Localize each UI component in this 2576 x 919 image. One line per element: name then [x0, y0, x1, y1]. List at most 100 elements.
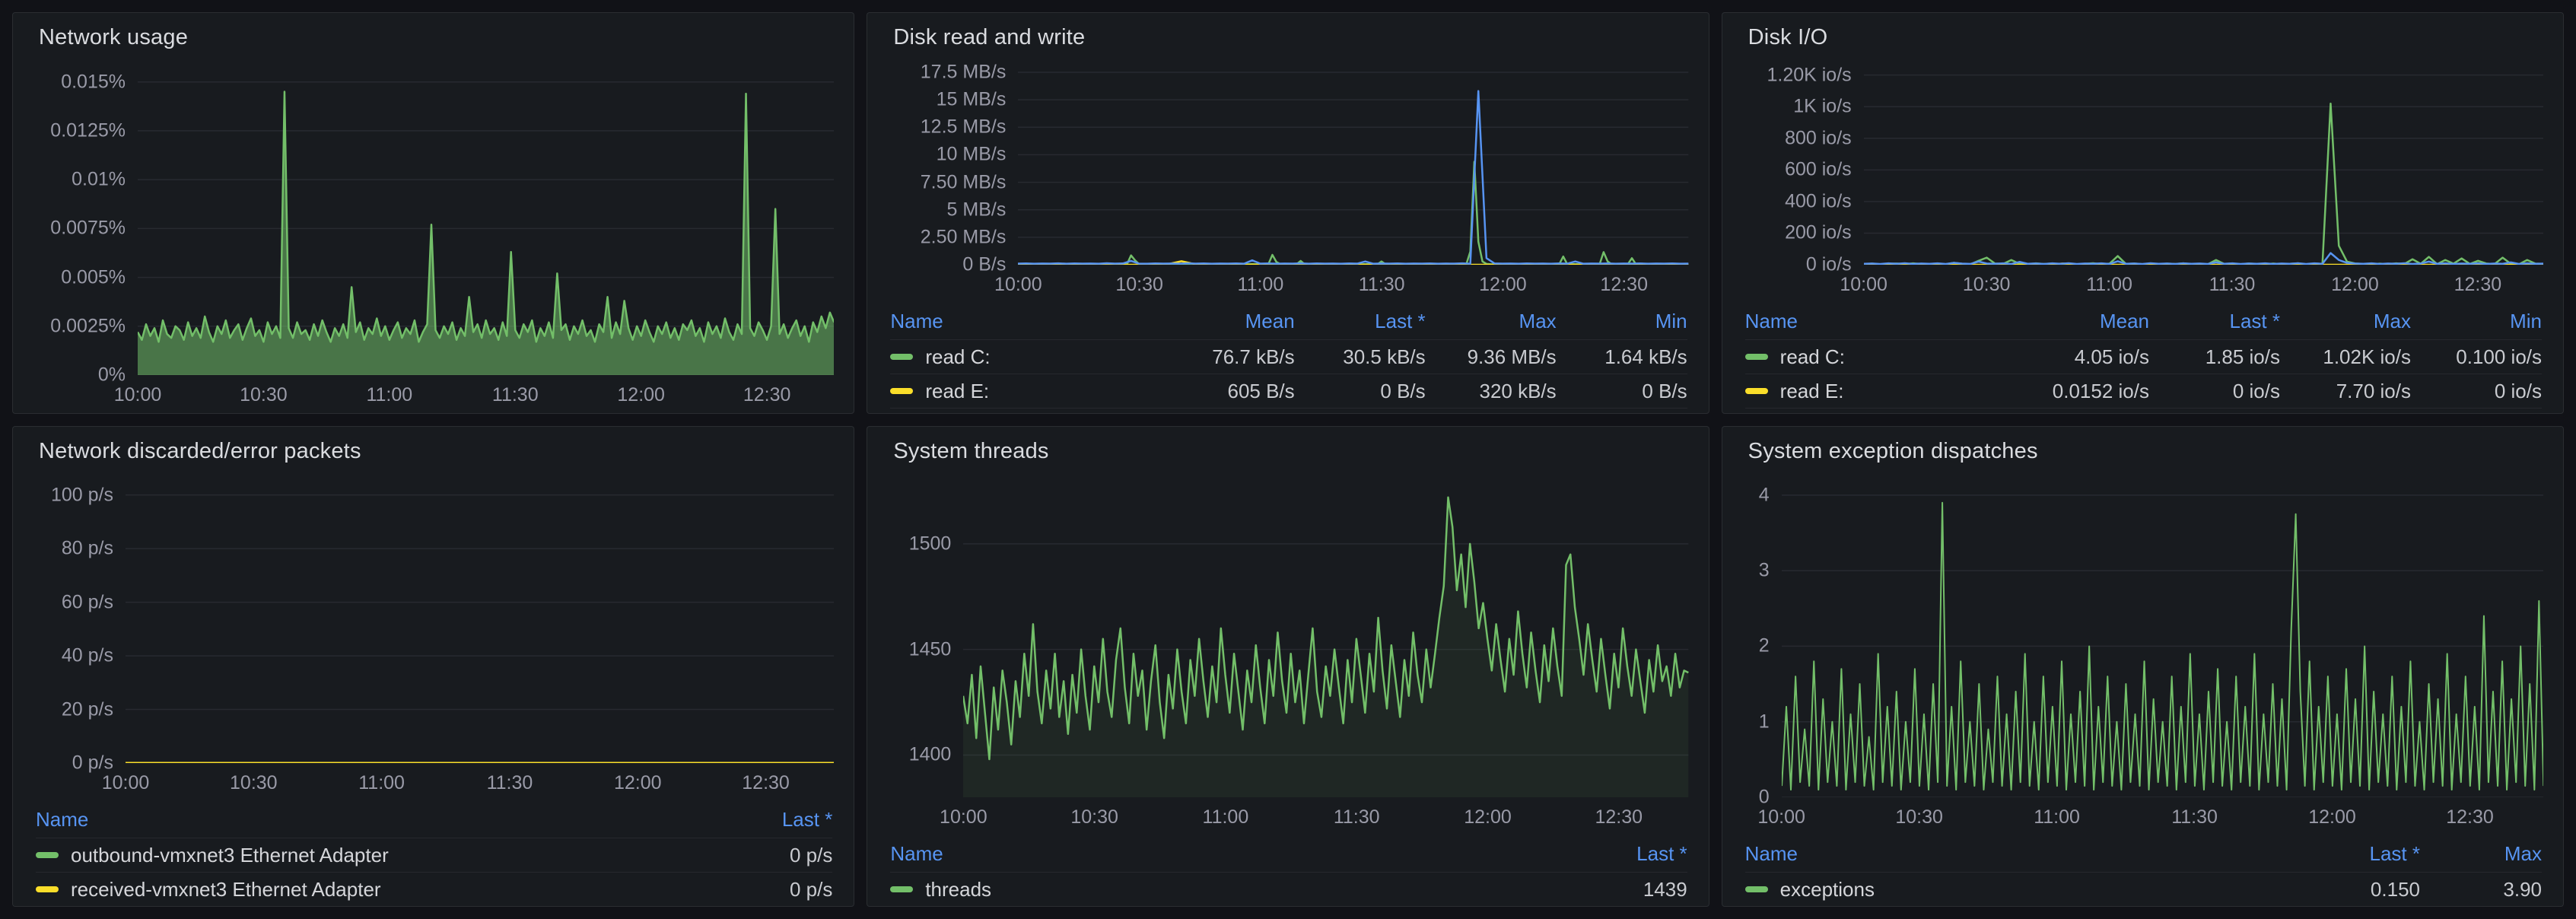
legend-header-row: Name Mean Last * Max Min [890, 303, 1687, 339]
legend-value: 3.90 [2503, 877, 2542, 901]
series-color-swatch[interactable] [36, 886, 59, 892]
legend-value: 1.02K io/s [2323, 345, 2411, 368]
panel-title-disk-read-and-write[interactable]: Disk read and write [893, 25, 1086, 49]
series-color-swatch[interactable] [1744, 886, 1768, 892]
series-color-swatch[interactable] [890, 886, 914, 892]
legend-header-max[interactable]: Max [2504, 841, 2542, 865]
legend-header-min[interactable]: Min [2510, 309, 2542, 332]
x-axis-label: 11:30 [1358, 274, 1405, 295]
plot-area[interactable] [126, 476, 834, 763]
y-axis-label: 100 p/s [50, 484, 113, 506]
panel-network-discarded-error-packets: Network discarded/error packets 0 p/s 20 … [12, 426, 855, 907]
panel-header: System threads [867, 427, 1708, 469]
legend-header-last[interactable]: Last * [2229, 309, 2281, 332]
x-axis-label: 11:00 [1237, 274, 1284, 295]
legend-header-max[interactable]: Max [2373, 309, 2411, 332]
series-color-swatch[interactable] [1744, 354, 1768, 360]
x-axis: 10:00 10:30 11:00 11:30 12:00 12:30 [102, 763, 834, 798]
legend-value: 0.0152 io/s [2052, 379, 2149, 402]
y-axis-label: 0.005% [61, 266, 126, 288]
panel-disk-read-and-write: Disk read and write 0 B/s 2.50 MB/s 5 MB/s… [867, 12, 1709, 414]
y-axis-label: 0% [97, 364, 126, 386]
legend-series-name[interactable]: received-vmxnet3 Ethernet Adapter [71, 877, 381, 901]
legend-header-name[interactable]: Name [890, 841, 943, 865]
plot-area[interactable] [1018, 62, 1688, 265]
exception-dispatches-chart[interactable]: 0 1 2 3 4 10:00 10:30 11:00 11:30 12:00 12:30 [1722, 469, 2563, 835]
legend-series-name[interactable]: read C: [1779, 345, 1845, 368]
panel-header: Disk read and write [867, 13, 1708, 55]
series-line [1018, 91, 1688, 264]
legend-series-name[interactable]: write C: [1780, 414, 1847, 415]
plot-area[interactable] [1782, 476, 2543, 797]
legend-header-mean[interactable]: Mean [2099, 309, 2149, 332]
y-axis-label: 0 p/s [72, 752, 113, 774]
panel-disk-io: Disk I/O 0 io/s 200 io/s 400 io/s 600 io/s 8… [1721, 12, 2564, 415]
panel-title-network-discarded[interactable]: Network discarded/error packets [39, 439, 361, 463]
legend-series-name[interactable]: threads [925, 877, 992, 901]
panel-title-system-threads[interactable]: System threads [893, 439, 1049, 463]
disk-io-chart[interactable]: 0 io/s 200 io/s 400 io/s 600 io/s 800 io/s 1K… [1722, 55, 2563, 303]
y-axis-label: 60 p/s [61, 591, 113, 613]
legend-value: 320 kB/s [1479, 379, 1557, 402]
series-color-swatch[interactable] [36, 852, 59, 858]
y-axis-label: 1 [1758, 711, 1770, 733]
legend-header-name[interactable]: Name [1744, 841, 1798, 865]
series-color-swatch[interactable] [890, 388, 914, 394]
legend-value: 15.8 MB/s [1426, 414, 1557, 415]
x-axis-label: 11:30 [2209, 274, 2256, 295]
panel-title-exception-dispatches[interactable]: System exception dispatches [1748, 439, 2038, 463]
panel-title-network-usage[interactable]: Network usage [39, 25, 189, 49]
legend-series-name[interactable]: read C: [925, 345, 991, 368]
series-line [1018, 162, 1688, 265]
legend-header-last[interactable]: Last * [1636, 841, 1687, 865]
panel-title-disk-io[interactable]: Disk I/O [1748, 25, 1828, 49]
legend-series-name[interactable]: outbound-vmxnet3 Ethernet Adapter [71, 843, 389, 867]
legend-header-name[interactable]: Name [1744, 309, 1798, 332]
legend-header-last[interactable]: Last * [1375, 309, 1426, 332]
legend-header-name[interactable]: Name [890, 309, 943, 332]
y-axis-label: 0.0075% [50, 217, 126, 239]
legend-value: 0.150 [2370, 877, 2420, 901]
x-axis-label: 12:00 [613, 772, 662, 793]
legend-header-last[interactable]: Last * [781, 807, 833, 831]
legend-value: 2.70 io/s [2411, 414, 2542, 415]
legend-header-mean[interactable]: Mean [1245, 309, 1295, 332]
legend-series-name[interactable]: read E: [1779, 379, 1844, 402]
x-axis: 10:00 10:30 11:00 11:30 12:00 12:30 [1757, 797, 2543, 832]
legend-row: write C:105 kB/s105 kB/s15.8 MB/s23.9 kB… [890, 408, 1687, 415]
plot-area[interactable] [963, 476, 1689, 797]
x-axis-label: 10:30 [1962, 274, 2011, 295]
network-usage-chart[interactable]: 0% 0.0025% 0.005% 0.0075% 0.01% 0.0125% 0.015%… [13, 55, 854, 413]
y-axis: 0 B/s 2.50 MB/s 5 MB/s 7.50 MB/s 10 MB/s 12.5… [878, 62, 1018, 274]
legend-value: 0 B/s [1642, 379, 1687, 402]
plot-area[interactable] [138, 62, 835, 375]
legend-row: write C: 5.24 io/s9.15 io/s74.1 io/s2.70 … [1744, 408, 2542, 415]
disk-read-write-chart[interactable]: 0 B/s 2.50 MB/s 5 MB/s 7.50 MB/s 10 MB/s 12.5… [867, 55, 1708, 303]
legend-header-min[interactable]: Min [1655, 309, 1687, 332]
x-axis-label: 11:30 [1333, 806, 1380, 828]
network-discarded-legend: Name Last * outbound-vmxnet3 Ethernet Adap… [13, 801, 854, 906]
legend-header-name[interactable]: Name [36, 807, 89, 831]
system-threads-chart[interactable]: 1400 1450 1500 10:00 10:30 11:00 11:30 12:00 12:… [867, 469, 1708, 835]
series-color-swatch[interactable] [1744, 388, 1768, 394]
y-axis-label: 4 [1758, 484, 1770, 506]
plot-area[interactable] [1864, 62, 2543, 265]
x-axis-label: 12:00 [1464, 806, 1512, 828]
legend-series-name[interactable]: write C: [925, 414, 992, 415]
x-axis: 10:00 10:30 11:00 11:30 12:00 12:30 [1840, 265, 2543, 300]
network-discarded-chart[interactable]: 0 p/s 20 p/s 40 p/s 60 p/s 80 p/s 100 p/s 10:0… [13, 469, 854, 801]
y-axis-label: 1400 [908, 743, 952, 765]
legend-series-name[interactable]: read E: [925, 379, 990, 402]
legend-header-last[interactable]: Last * [2369, 841, 2421, 865]
series-color-swatch[interactable] [890, 354, 914, 360]
series-line [1864, 253, 2543, 264]
legend-value: 105 kB/s [1295, 414, 1426, 415]
x-axis-label: 12:30 [743, 384, 791, 405]
x-axis-label: 10:00 [994, 274, 1042, 295]
legend-row: read E: 0.0152 io/s 0 io/s 7.70 io/s 0 io/s [1744, 374, 2542, 408]
legend-value: 0.100 io/s [2456, 345, 2542, 368]
legend-series-name[interactable]: exceptions [1779, 877, 1875, 901]
x-axis-label: 10:00 [940, 806, 987, 828]
exception-dispatches-legend: Name Last * Max exceptions 0.150 3.90 [1722, 835, 2563, 906]
legend-header-max[interactable]: Max [1519, 309, 1557, 332]
